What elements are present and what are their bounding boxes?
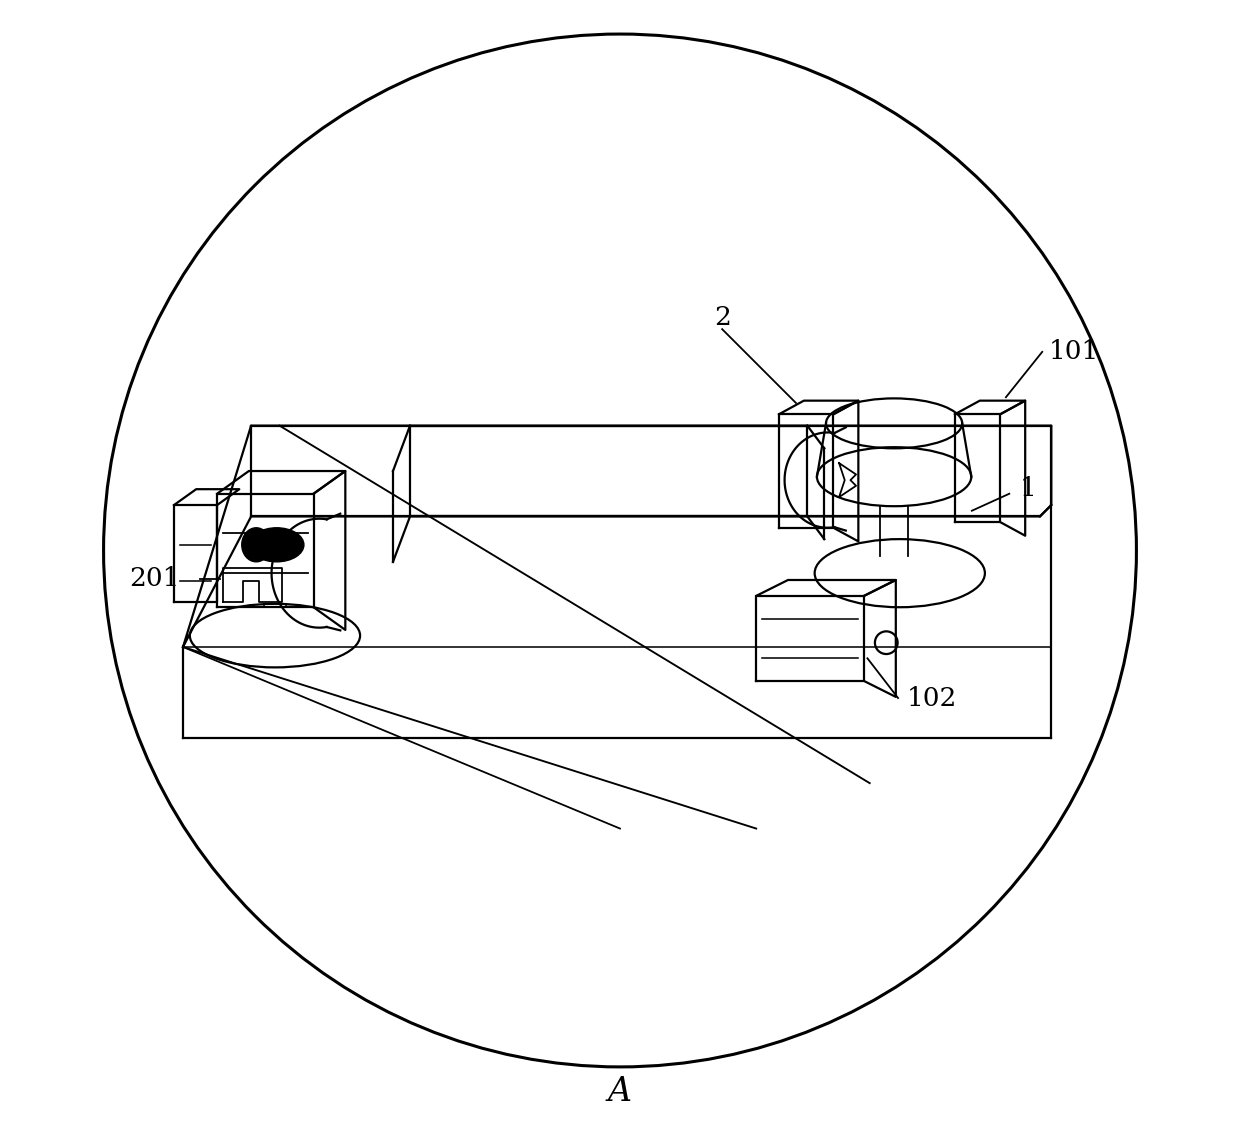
Ellipse shape: [242, 528, 270, 562]
Text: A: A: [608, 1076, 632, 1108]
Text: 1: 1: [1021, 476, 1037, 501]
Text: 201: 201: [129, 566, 180, 591]
Text: 101: 101: [1049, 339, 1099, 364]
Ellipse shape: [249, 528, 304, 562]
Text: 102: 102: [906, 686, 957, 711]
Text: 2: 2: [714, 305, 730, 330]
